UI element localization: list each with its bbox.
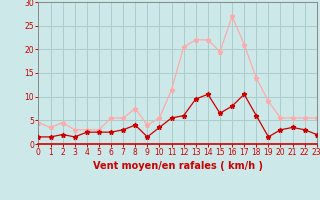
X-axis label: Vent moyen/en rafales ( km/h ): Vent moyen/en rafales ( km/h ): [92, 161, 263, 171]
